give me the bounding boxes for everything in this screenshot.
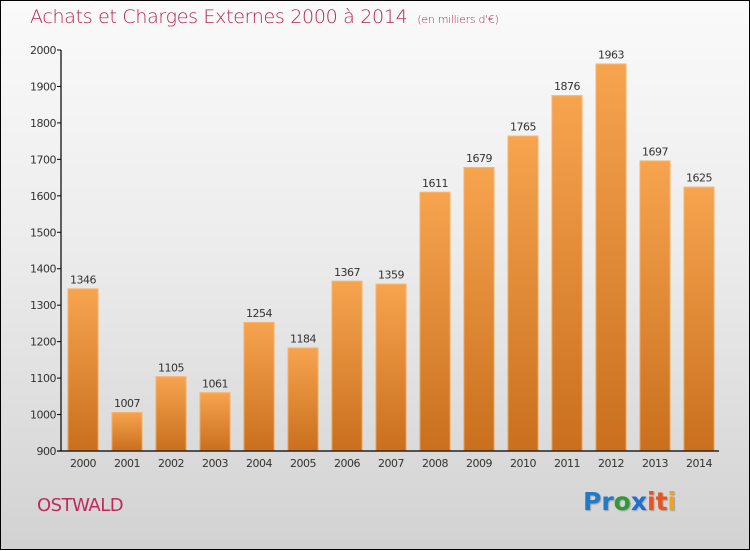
x-tick-label-2003: 2003 <box>202 457 228 470</box>
y-tick-label-1200: 1200 <box>30 336 56 349</box>
y-tick-label-1900: 1900 <box>30 80 56 93</box>
x-tick-label-2007: 2007 <box>378 457 404 470</box>
x-tick-label-2008: 2008 <box>422 457 448 470</box>
logo-letter: i <box>647 487 656 516</box>
y-tick-label-1600: 1600 <box>30 190 56 203</box>
chart-title: Achats et Charges Externes 2000 à 2014 (e… <box>30 6 499 28</box>
y-tick-label-2000: 2000 <box>30 44 56 57</box>
y-tick-label-1000: 1000 <box>30 409 56 422</box>
bars-group: 1346 1007 1105 1061 1254 1184 1367 1359 1611 1679… <box>67 48 715 452</box>
data-label-2012: 1963 <box>598 48 624 61</box>
data-label-2002: 1105 <box>158 361 184 374</box>
x-tick-label-2010: 2010 <box>510 457 536 470</box>
bar-2014 <box>683 186 715 452</box>
data-label-2011: 1876 <box>554 80 580 93</box>
chart-title-text: Achats et Charges Externes 2000 à 2014 <box>30 6 408 28</box>
bar-2003 <box>199 392 231 451</box>
data-label-2007: 1359 <box>378 269 404 282</box>
data-label-2006: 1367 <box>334 266 360 279</box>
x-tick-label-2005: 2005 <box>290 457 316 470</box>
x-tick-label-2004: 2004 <box>246 457 272 470</box>
x-tick-label-2006: 2006 <box>334 457 360 470</box>
bar-2000 <box>67 288 99 451</box>
logo-letter: P <box>583 487 602 516</box>
x-tick-label-2002: 2002 <box>158 457 184 470</box>
data-label-2004: 1254 <box>246 307 272 320</box>
logo-letter: t <box>655 487 668 516</box>
y-tick-label-1400: 1400 <box>30 263 56 276</box>
data-label-2013: 1697 <box>642 145 668 158</box>
bar-2007 <box>375 283 407 451</box>
data-label-2003: 1061 <box>202 377 228 390</box>
x-tick-label-2009: 2009 <box>466 457 492 470</box>
logo-letter: o <box>613 487 631 516</box>
bar-2013 <box>639 160 671 451</box>
y-tick-label-1700: 1700 <box>30 153 56 166</box>
data-label-2001: 1007 <box>114 397 140 410</box>
data-label-2010: 1765 <box>510 121 536 134</box>
x-tick-label-2012: 2012 <box>598 457 624 470</box>
x-tick-label-2013: 2013 <box>642 457 668 470</box>
y-tick-label-1100: 1100 <box>30 372 56 385</box>
bar-2012 <box>595 63 627 451</box>
x-tick-label-2011: 2011 <box>554 457 580 470</box>
data-label-2014: 1625 <box>686 172 712 185</box>
chart-unit: (en milliers d'€) <box>417 13 499 26</box>
bar-2005 <box>287 347 319 451</box>
axes-group: 2000 2001 2002 2003 2004 2005 2006 2007 2008 2009… <box>30 44 719 470</box>
city-name: OSTWALD <box>37 495 124 516</box>
data-label-2000: 1346 <box>70 273 96 286</box>
x-tick-label-2014: 2014 <box>686 457 712 470</box>
data-label-2005: 1184 <box>290 332 316 345</box>
x-tick-label-2001: 2001 <box>114 457 140 470</box>
y-tick-label-1800: 1800 <box>30 117 56 130</box>
bar-2009 <box>463 167 495 451</box>
bar-2008 <box>419 191 451 452</box>
bar-2006 <box>331 280 363 451</box>
y-tick-label-900: 900 <box>37 445 57 458</box>
data-label-2008: 1611 <box>422 177 448 190</box>
logo-letter: r <box>601 487 614 516</box>
proxiti-logo: Proxiti <box>583 487 676 516</box>
bar-2010 <box>507 135 539 451</box>
data-label-2009: 1679 <box>466 152 492 165</box>
logo-letter: i <box>667 487 677 516</box>
y-tick-label-1300: 1300 <box>30 299 56 312</box>
bar-2004 <box>243 321 275 451</box>
x-tick-label-2000: 2000 <box>70 457 96 470</box>
bar-2002 <box>155 376 187 451</box>
y-tick-label-1500: 1500 <box>30 226 56 239</box>
bar-2011 <box>551 95 583 451</box>
logo-letter: x <box>630 487 647 516</box>
bar-2001 <box>111 411 143 451</box>
